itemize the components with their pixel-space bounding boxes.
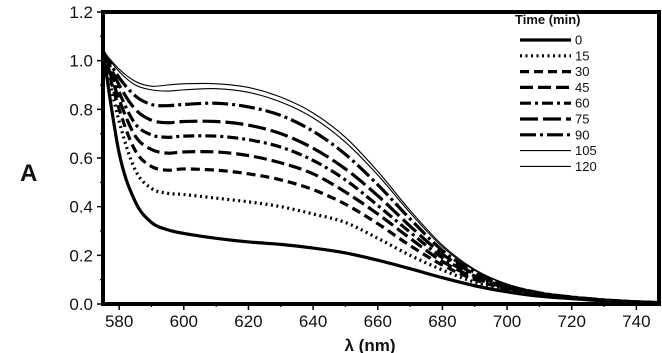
x-axis-title: λ (nm) xyxy=(345,336,396,353)
y-tick-label-0.4: 0.4 xyxy=(69,198,93,217)
tick-layer: 580 600 620 640 660 680 700 720 7400.00.20.40.60… xyxy=(69,3,650,331)
y-tick-label-1.0: 1.0 xyxy=(69,52,93,71)
x-tick-label-600: 600 xyxy=(170,312,198,331)
y-tick-label-1.2: 1.2 xyxy=(69,3,93,22)
x-tick-label-620: 620 xyxy=(234,312,262,331)
series-layer xyxy=(101,50,660,305)
legend-label-90: 90 xyxy=(575,127,589,142)
legend-label-105: 105 xyxy=(575,143,597,158)
legend-label-30: 30 xyxy=(575,64,589,79)
x-tick-label-580: 580 xyxy=(105,312,133,331)
legend-label-45: 45 xyxy=(575,80,589,95)
y-tick-label-0.0: 0.0 xyxy=(69,295,93,314)
y-tick-label-0.6: 0.6 xyxy=(69,149,93,168)
x-tick-label-640: 640 xyxy=(299,312,327,331)
x-tick-label-660: 660 xyxy=(364,312,392,331)
legend-label-0: 0 xyxy=(575,33,582,48)
x-tick-label-740: 740 xyxy=(622,312,650,331)
x-tick-label-720: 720 xyxy=(558,312,586,331)
x-tick-label-700: 700 xyxy=(493,312,521,331)
y-tick-label-0.2: 0.2 xyxy=(69,246,93,265)
legend-label-75: 75 xyxy=(575,112,589,127)
x-tick-label-680: 680 xyxy=(428,312,456,331)
legend-label-120: 120 xyxy=(575,159,597,174)
y-tick-label-0.8: 0.8 xyxy=(69,100,93,119)
series-line-120 xyxy=(102,50,660,304)
legend-title: Time (min) xyxy=(515,12,581,27)
y-axis-title: A xyxy=(20,160,37,187)
series-line-75 xyxy=(101,50,660,305)
legend-label-15: 15 xyxy=(575,48,589,63)
legend-label-60: 60 xyxy=(575,96,589,111)
